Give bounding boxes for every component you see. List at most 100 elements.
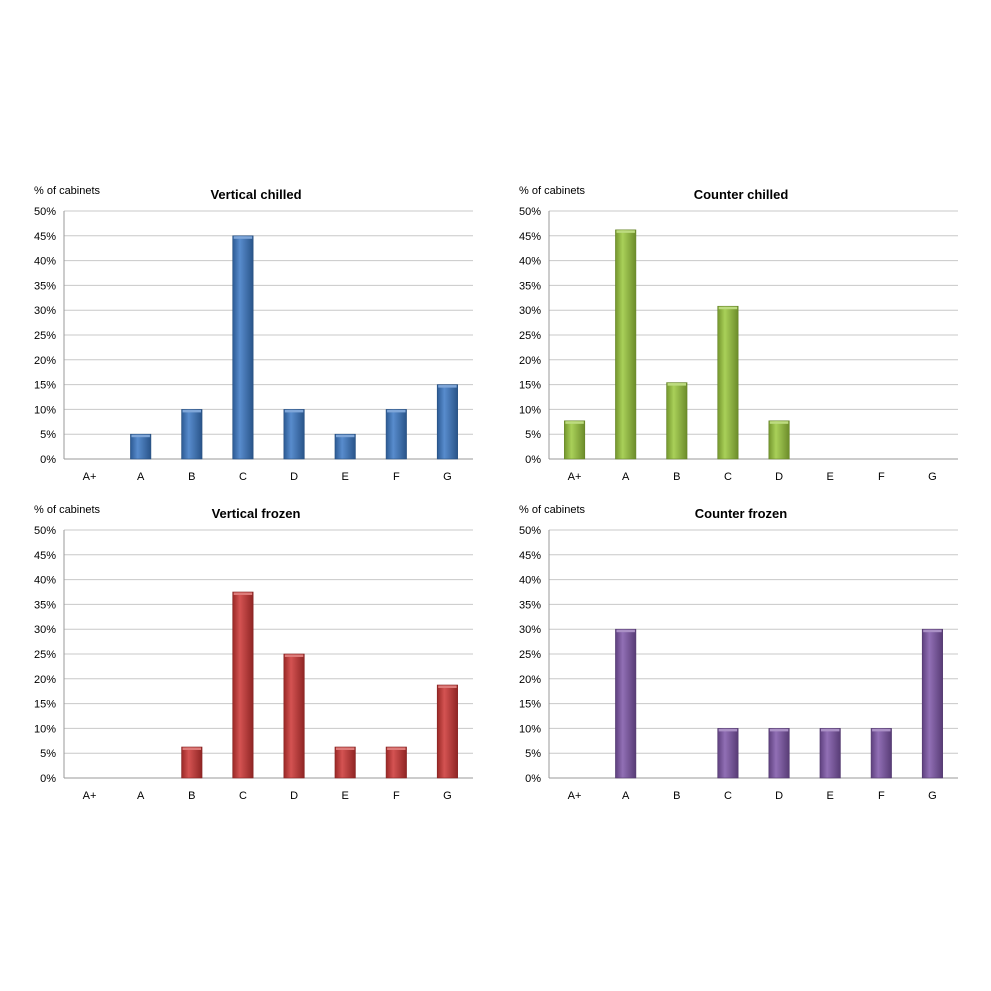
x-tick-label: C xyxy=(239,790,247,802)
bar-highlight xyxy=(438,685,457,688)
bar-c xyxy=(717,305,739,460)
bar-highlight xyxy=(616,230,635,233)
bar-b xyxy=(181,409,203,460)
bar-b xyxy=(181,746,203,779)
x-tick-label: A+ xyxy=(83,471,97,483)
x-tick-label: C xyxy=(239,471,247,483)
y-tick-label: 10% xyxy=(519,404,541,416)
bar-highlight xyxy=(718,728,738,732)
x-tick-label: A+ xyxy=(83,790,97,802)
plot-area: 0% 5% 10% 15% 20% 25% 30% 35% 40% 45% 50% A+ A B C D E F G xyxy=(34,206,473,483)
y-tick-label: 50% xyxy=(519,525,541,537)
x-tick-label: G xyxy=(443,471,452,483)
bar-highlight xyxy=(387,409,406,413)
bar-highlight xyxy=(284,409,304,413)
y-tick-label: 5% xyxy=(525,429,541,441)
bar-highlight xyxy=(718,306,738,310)
y-tick-label: 40% xyxy=(34,256,56,268)
chart-vertical-chilled: % of cabinets Vertical chilled 0% 5% 10% 15… xyxy=(34,185,473,483)
y-tick-label: 15% xyxy=(34,699,56,711)
y-tick-label: 40% xyxy=(519,256,541,268)
x-tick-label: B xyxy=(188,471,195,483)
y-tick-label: 5% xyxy=(40,429,56,441)
bar-d xyxy=(768,420,790,460)
bar-c xyxy=(232,235,254,460)
x-tick-label: B xyxy=(673,790,680,802)
y-tick-label: 45% xyxy=(34,231,56,243)
x-tick-label: D xyxy=(775,471,783,483)
x-tick-label: F xyxy=(393,471,400,483)
y-tick-label: 15% xyxy=(519,699,541,711)
x-tick-label: A+ xyxy=(568,790,582,802)
bar-b xyxy=(666,382,688,460)
y-tick-label: 45% xyxy=(519,231,541,243)
chart-counter-chilled: % of cabinets Counter chilled 0% 5% 10% 15%… xyxy=(519,185,958,483)
y-tick-label: 45% xyxy=(519,550,541,562)
y-tick-label: 25% xyxy=(519,330,541,342)
bar-highlight xyxy=(438,385,457,388)
y-tick-label: 50% xyxy=(34,525,56,537)
plot-area: 0% 5% 10% 15% 20% 25% 30% 35% 40% 45% 50% A+ A B C D E F G xyxy=(519,525,958,802)
bar-a xyxy=(615,628,637,779)
bar-highlight xyxy=(387,747,406,750)
bar-highlight xyxy=(820,728,840,732)
y-axis-label: % of cabinets xyxy=(34,185,101,197)
y-tick-label: 30% xyxy=(34,305,56,317)
y-tick-label: 35% xyxy=(519,599,541,611)
y-tick-label: 10% xyxy=(34,404,56,416)
y-axis-label: % of cabinets xyxy=(519,185,586,197)
y-tick-label: 35% xyxy=(519,280,541,292)
chart-vertical-frozen: % of cabinets Vertical frozen 0% 5% 10% 15%… xyxy=(34,504,473,802)
bar-f xyxy=(385,409,407,460)
x-tick-label: A xyxy=(622,471,630,483)
x-tick-label: E xyxy=(342,471,349,483)
y-tick-label: 30% xyxy=(519,305,541,317)
bar-a xyxy=(615,229,637,460)
bar-highlight xyxy=(233,236,253,239)
y-tick-label: 45% xyxy=(34,550,56,562)
x-tick-label: D xyxy=(290,790,298,802)
x-tick-label: A xyxy=(137,471,145,483)
bar-g xyxy=(436,684,458,779)
chart-title: Vertical chilled xyxy=(210,187,301,202)
y-tick-label: 30% xyxy=(34,624,56,636)
y-tick-label: 20% xyxy=(34,355,56,367)
y-tick-label: 20% xyxy=(519,355,541,367)
x-tick-label: C xyxy=(724,471,732,483)
bar-e xyxy=(334,433,356,460)
bar-c xyxy=(232,591,254,779)
y-tick-label: 10% xyxy=(34,723,56,735)
x-tick-label: E xyxy=(827,790,834,802)
y-tick-label: 0% xyxy=(40,454,56,466)
y-axis-label: % of cabinets xyxy=(34,504,101,516)
bar-e xyxy=(334,746,356,779)
bar-c xyxy=(717,728,739,779)
y-tick-label: 25% xyxy=(519,649,541,661)
bar-f xyxy=(385,746,407,779)
bar-highlight xyxy=(769,728,789,732)
x-tick-label: E xyxy=(342,790,349,802)
y-tick-label: 0% xyxy=(525,454,541,466)
plot-area: 0% 5% 10% 15% 20% 25% 30% 35% 40% 45% 50% A+ A B C D E F G xyxy=(34,525,473,802)
x-tick-label: B xyxy=(188,790,195,802)
bar-highlight xyxy=(335,747,355,750)
chart-counter-frozen: % of cabinets Counter frozen 0% 5% 10% 15% 2… xyxy=(519,504,958,802)
bar-d xyxy=(768,728,790,779)
y-tick-label: 25% xyxy=(34,330,56,342)
y-tick-label: 5% xyxy=(40,748,56,760)
bar-a xyxy=(130,433,152,460)
bar-highlight xyxy=(233,592,253,595)
bar-highlight xyxy=(131,434,150,438)
x-tick-label: G xyxy=(928,471,937,483)
x-tick-label: F xyxy=(393,790,400,802)
bar-highlight xyxy=(284,654,304,657)
x-tick-label: B xyxy=(673,471,680,483)
y-tick-label: 15% xyxy=(34,380,56,392)
bar-e xyxy=(819,728,841,779)
y-tick-label: 10% xyxy=(519,723,541,735)
bar-d xyxy=(283,409,305,460)
bar-highlight xyxy=(923,629,942,633)
y-tick-label: 20% xyxy=(34,674,56,686)
y-tick-label: 50% xyxy=(34,206,56,218)
y-tick-label: 25% xyxy=(34,649,56,661)
